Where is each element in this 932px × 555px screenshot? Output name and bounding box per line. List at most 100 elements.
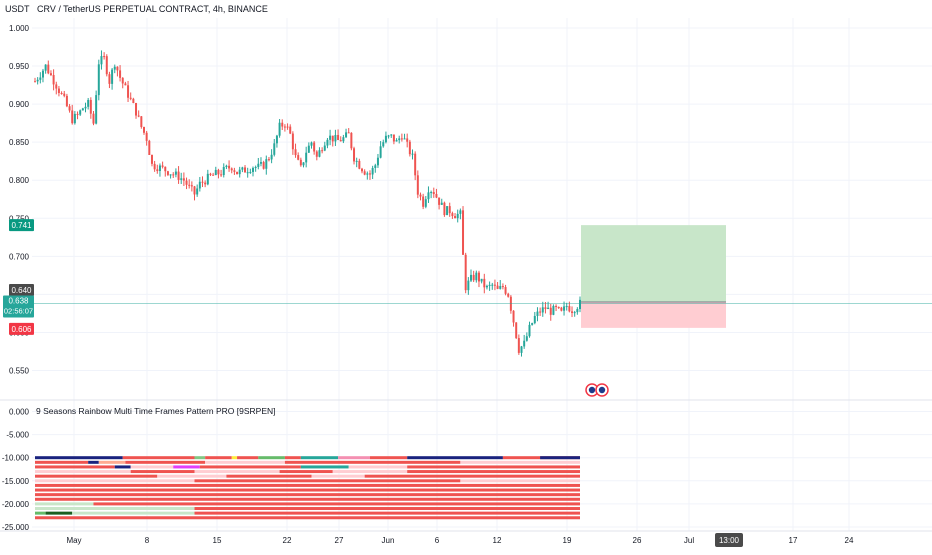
candle-body (528, 324, 531, 337)
candle-body (36, 79, 39, 82)
candle-body (323, 145, 326, 151)
indicator-axis[interactable]: 0.000 -5.000 -10.000 -15.000 -20.000 -25.000 (2, 408, 30, 533)
rainbow-segment (35, 507, 195, 511)
indicator-tick-label: 0.000 (9, 408, 30, 417)
candle-body (459, 210, 462, 214)
candle-body (339, 140, 342, 142)
time-tick-label: 24 (845, 536, 854, 545)
rainbow-segment (237, 456, 259, 460)
candle-body (204, 182, 207, 185)
indicator-tick-label: -20.000 (2, 500, 30, 509)
rainbow-segment (205, 456, 232, 460)
candle-body (520, 346, 523, 353)
candle-body (156, 169, 159, 172)
last-price-label: 0.638 (8, 297, 29, 306)
time-tick-label: Jul (684, 536, 694, 545)
candle-body (501, 286, 504, 288)
rainbow-segment (35, 474, 158, 478)
candle-body (236, 171, 239, 175)
candle-body (44, 64, 47, 71)
candle-body (541, 307, 544, 313)
candle-body (337, 134, 340, 141)
candle-body (188, 184, 191, 186)
candle-body (573, 312, 576, 314)
candle-body (563, 306, 566, 311)
candle-body (73, 113, 76, 124)
candle-body (321, 150, 324, 152)
candle-body (379, 146, 382, 158)
candle-body (145, 132, 148, 141)
candle-body (259, 162, 262, 164)
price-tick-label: 1.000 (9, 24, 30, 33)
candle-body (217, 169, 220, 175)
price-axis[interactable]: 1.0000.9500.9000.8500.8000.7500.7000.650… (9, 24, 30, 376)
candle-body (244, 167, 247, 173)
candle-body (291, 133, 294, 150)
candle-body (470, 274, 472, 281)
candle-body (63, 93, 66, 96)
candle-body (424, 199, 427, 207)
candle-body (485, 285, 488, 288)
rainbow-segment (231, 456, 238, 460)
economic-events-icon[interactable] (585, 383, 609, 397)
rainbow-segment (35, 511, 46, 515)
candle-body (105, 56, 108, 75)
rainbow-segment (338, 456, 370, 460)
candle-body (113, 66, 116, 70)
rainbow-segment (194, 470, 280, 474)
take-profit-zone[interactable] (581, 225, 726, 302)
candle-body (81, 108, 84, 111)
time-tick-label: 26 (633, 536, 642, 545)
indicator-title[interactable]: 9 Seasons Rainbow Multi Time Frames Patt… (36, 406, 276, 416)
candle-body (174, 171, 177, 175)
candle-body (398, 138, 401, 141)
candle-body (241, 167, 244, 170)
rainbow-segment (35, 465, 115, 469)
rainbow-segment (45, 511, 73, 515)
candle-body (334, 134, 337, 142)
candle-body (87, 99, 90, 107)
candle-body (390, 134, 393, 136)
candle-body (148, 140, 151, 155)
candle-body (209, 173, 212, 175)
candle-body (552, 305, 555, 315)
candle-body (430, 192, 433, 194)
candle-body (100, 56, 103, 65)
candle-body (79, 110, 82, 115)
stop-loss-zone[interactable] (581, 302, 726, 328)
candle-body (52, 75, 55, 85)
candle-body (329, 135, 332, 140)
price-unit-label: USDT (5, 4, 30, 14)
time-axis[interactable]: May 8 15 22 27 Jun 6 12 19 26 Jul 17 24 (66, 536, 854, 545)
symbol-title[interactable]: CRV / TetherUS PERPETUAL CONTRACT, 4h, B… (37, 4, 268, 14)
rainbow-segment (35, 470, 131, 474)
candle-body (286, 126, 289, 128)
candle-body (315, 151, 318, 157)
candle-body (281, 122, 284, 127)
candle-body (252, 167, 254, 172)
candle-body (557, 307, 560, 309)
candle-body (347, 132, 350, 134)
rainbow-segment (35, 456, 123, 460)
rainbow-segment (35, 516, 580, 520)
candle-body (374, 165, 377, 168)
rainbow-segment (194, 507, 580, 511)
candle-body (233, 170, 236, 172)
candle-body (273, 143, 276, 155)
price-tick-label: 0.900 (9, 100, 30, 109)
candle-body (84, 106, 87, 109)
candle-body (249, 171, 252, 173)
candle-body (403, 138, 406, 140)
candle-body (267, 159, 270, 161)
candle-body (475, 272, 478, 281)
candle-body (89, 99, 92, 114)
candle-body (55, 84, 58, 89)
candle-body (472, 274, 475, 281)
rainbow-segment (407, 456, 503, 460)
rainbow-segment (407, 465, 580, 469)
candle-body (416, 175, 419, 195)
time-tick-label: 27 (335, 536, 344, 545)
date-badge: 13:00 (715, 533, 743, 547)
candle-body (212, 174, 215, 176)
